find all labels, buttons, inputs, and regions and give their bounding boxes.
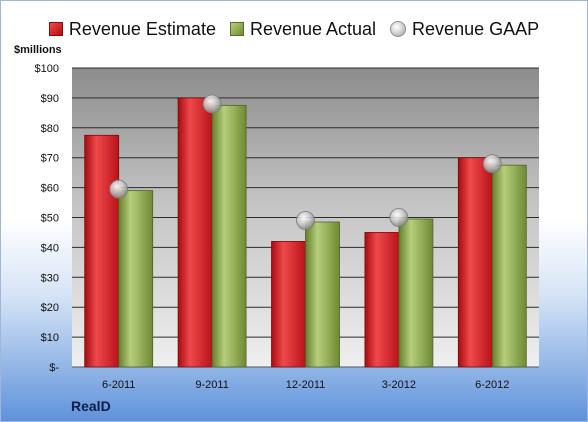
legend-label-revenue-estimate: Revenue Estimate — [68, 18, 216, 39]
bars — [84, 97, 527, 368]
y-tick-label: $60 — [41, 183, 59, 195]
legend-swatch-revenue-actual — [229, 22, 244, 36]
legend-item-revenue-estimate: Revenue Estimate — [48, 18, 216, 40]
legend-item-revenue-actual: Revenue Actual — [229, 18, 377, 40]
legend-item-revenue-gaap: Revenue GAAP — [390, 19, 539, 40]
x-tick-label: 6-2012 — [475, 379, 509, 391]
y-tick-label: $20 — [41, 302, 59, 314]
bar-revenue-actual — [118, 190, 154, 368]
y-axis-ticks: $- $10 $20 $30 $40 $50 $60 $70 $80 $90 $100 — [35, 63, 60, 374]
bar-revenue-actual — [211, 104, 247, 368]
y-tick-label: $70 — [41, 153, 59, 165]
y-axis-units-label: $millions — [14, 44, 62, 56]
legend-swatch-revenue-estimate — [48, 22, 63, 36]
brand-label: RealD — [71, 398, 111, 414]
bar-revenue-estimate — [271, 241, 306, 368]
y-tick-label: $50 — [41, 213, 59, 225]
y-tick-label: $40 — [41, 242, 59, 254]
x-tick-label: 12-2011 — [286, 379, 326, 391]
y-tick-label: $80 — [41, 123, 59, 135]
bar-revenue-estimate — [457, 157, 493, 368]
x-axis-ticks: 6-2011 9-2011 12-2011 3-2012 6-2012 — [102, 379, 509, 391]
legend-swatch-revenue-gaap — [390, 21, 407, 37]
bar-revenue-actual — [305, 221, 340, 368]
y-tick-label: $10 — [41, 332, 59, 344]
marker-revenue-gaap — [389, 208, 409, 227]
y-tick-label: $100 — [35, 63, 59, 75]
chart-legend: Revenue Estimate Revenue Actual Revenue … — [0, 14, 588, 44]
legend-label-revenue-gaap: Revenue GAAP — [412, 18, 540, 39]
bar-revenue-estimate — [84, 134, 120, 368]
bar-revenue-estimate — [177, 97, 213, 368]
bar-revenue-actual — [398, 218, 434, 368]
gaap-markers — [109, 94, 502, 230]
y-tick-label: $30 — [41, 272, 59, 284]
marker-revenue-gaap — [109, 179, 129, 199]
x-tick-label: 3-2012 — [382, 379, 416, 391]
x-tick-label: 6-2011 — [102, 379, 135, 391]
marker-revenue-gaap — [482, 154, 502, 174]
marker-revenue-gaap — [202, 94, 222, 114]
legend-label-revenue-actual: Revenue Actual — [249, 18, 377, 39]
y-tick-label: $- — [49, 362, 59, 374]
bar-revenue-estimate — [364, 232, 400, 368]
marker-revenue-gaap — [296, 211, 315, 230]
x-tick-label: 9-2011 — [195, 379, 228, 391]
bar-revenue-actual — [491, 164, 527, 368]
y-tick-label: $90 — [41, 93, 59, 105]
